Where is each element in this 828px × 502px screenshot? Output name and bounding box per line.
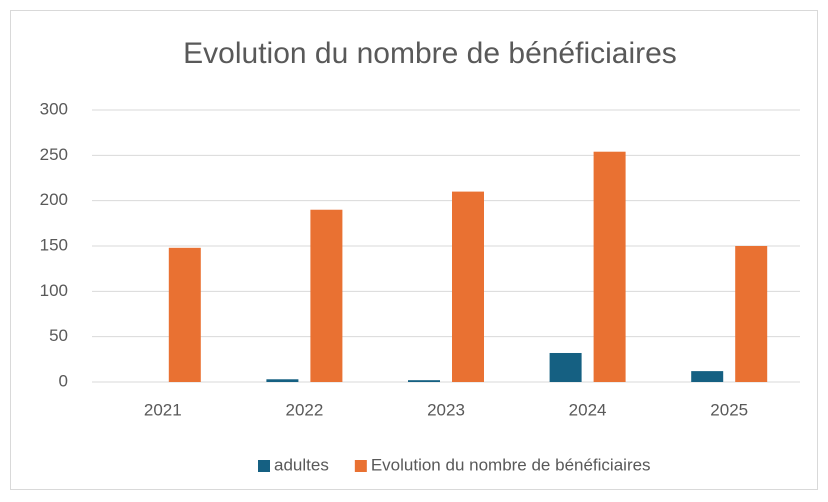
bar xyxy=(549,352,582,382)
x-tick-label: 2021 xyxy=(144,400,182,419)
x-tick-label: 2023 xyxy=(427,400,465,419)
legend-label: adultes xyxy=(274,455,329,474)
legend-swatch xyxy=(354,460,367,472)
y-tick-label: 250 xyxy=(40,145,68,164)
legend-swatch xyxy=(258,460,270,472)
legend-label: Evolution du nombre de bénéficiaires xyxy=(371,455,651,474)
chart-title: Evolution du nombre de bénéficiaires xyxy=(183,37,677,70)
chart-border xyxy=(10,10,818,490)
y-tick-label: 300 xyxy=(40,99,68,118)
y-tick-label: 150 xyxy=(40,235,68,254)
y-tick-label: 0 xyxy=(59,371,68,390)
bar xyxy=(593,151,626,382)
y-tick-label: 100 xyxy=(40,281,68,300)
x-tick-label: 2025 xyxy=(710,400,748,419)
bar xyxy=(266,379,299,382)
x-tick-label: 2022 xyxy=(285,400,323,419)
bar xyxy=(168,247,201,382)
y-tick-label: 50 xyxy=(49,326,68,345)
bar xyxy=(735,246,768,382)
bar xyxy=(310,209,343,382)
bar xyxy=(452,191,484,382)
y-tick-label: 200 xyxy=(40,190,68,209)
bar xyxy=(691,371,724,382)
x-tick-label: 2024 xyxy=(569,400,607,419)
bar xyxy=(408,380,440,382)
